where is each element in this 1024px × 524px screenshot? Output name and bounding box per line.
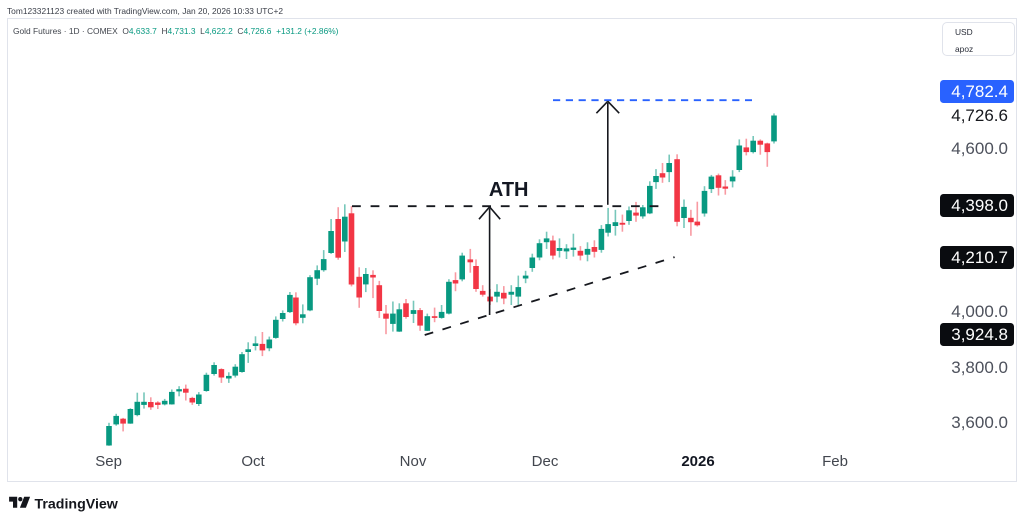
svg-text:ATH: ATH — [489, 179, 529, 201]
svg-text:TradingView: TradingView — [35, 496, 119, 512]
